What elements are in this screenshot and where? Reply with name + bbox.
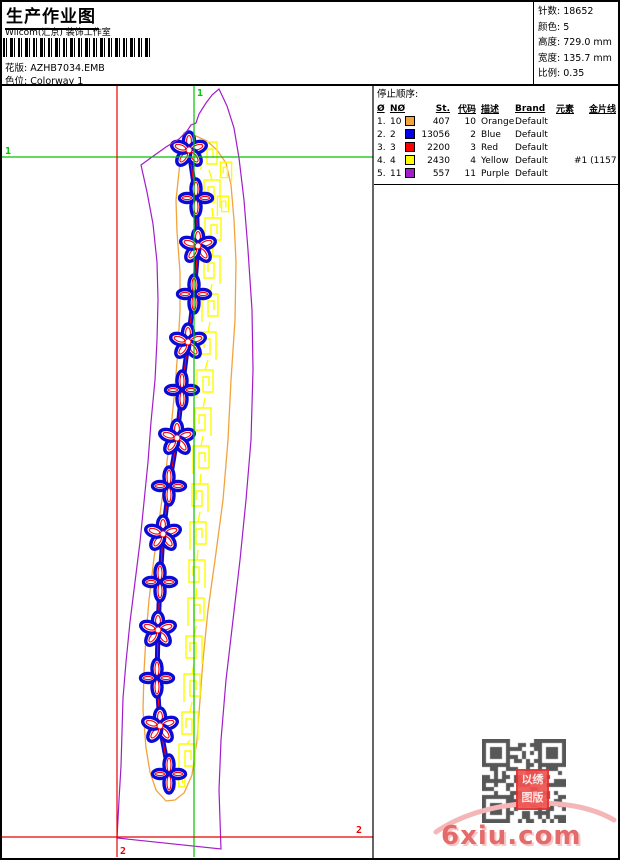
cell-desc: Orange — [481, 116, 515, 127]
cell-st: 557 — [432, 168, 450, 179]
column-header-NØ: NØ — [390, 103, 405, 114]
column-header-Brand: Brand — [515, 103, 546, 114]
start-marker-top-label: 1 — [197, 88, 203, 99]
worksheet-header: 生产作业图 Wilcom(汇京) 装饰工作室 花版: AZHB7034.EMB … — [2, 2, 618, 87]
column-header-St.: St. — [435, 103, 450, 114]
cell-n: 4 — [390, 155, 396, 166]
stop-row: 4. 4 2430 4 Yellow Default #1 (1157) — [377, 154, 618, 167]
cell-st: 2430 — [427, 155, 450, 166]
cell-brand: Default — [515, 129, 548, 140]
cell-brand: Default — [515, 142, 548, 153]
cell-desc: Yellow — [481, 155, 509, 166]
thread-color-swatch — [405, 129, 415, 140]
cell-desc: Blue — [481, 129, 501, 140]
cell-n: 11 — [390, 168, 402, 179]
cell-seq: 2. — [377, 129, 386, 140]
watermark-site: 6xiu.com — [441, 821, 582, 851]
start-marker-left-label: 1 — [5, 146, 11, 157]
cell-code: 10 — [464, 116, 476, 127]
cell-sequin: #1 (1157) — [574, 155, 616, 166]
design-canvas: 1 1 2 2 — [2, 86, 374, 858]
stat-width: 宽度: 135.7 mm — [538, 52, 612, 64]
cell-st: 13056 — [421, 129, 450, 140]
cell-color — [405, 129, 420, 140]
cell-code: 3 — [470, 142, 476, 153]
pattern-line: 花版: AZHB7034.EMB — [5, 60, 105, 74]
column-header-金片线: 金片线 — [588, 105, 616, 115]
stop-sequence-body: 1. 10 407 10 Orange Default 2. 2 13056 2 Blue Defau… — [377, 115, 618, 180]
red-stamp: 以绣 图版 — [516, 769, 549, 810]
colorway-value: Colorway 1 — [30, 76, 84, 87]
cell-code: 4 — [470, 155, 476, 166]
stamp-text-top: 以绣 — [521, 773, 544, 786]
thread-color-swatch — [405, 142, 415, 153]
stat-colors: 颜色: 5 — [538, 21, 570, 33]
stamp-text-bottom: 图版 — [521, 791, 544, 804]
column-header-代码: 代码 — [457, 105, 476, 115]
stop-row: 5. 11 557 11 Purple Default — [377, 167, 618, 180]
page-title: 生产作业图 — [5, 2, 99, 30]
stat-scale: 比例: 0.35 — [538, 68, 585, 79]
cell-code: 11 — [464, 168, 476, 179]
stop-row: 1. 10 407 10 Orange Default — [377, 115, 618, 128]
cell-code: 2 — [470, 129, 476, 140]
cell-color — [405, 142, 420, 153]
colorway-label: 色位: — [5, 76, 28, 87]
column-header-元素: 元素 — [556, 105, 574, 115]
cell-n: 2 — [390, 129, 396, 140]
stop-row: 3. 3 2200 3 Red Default — [377, 141, 618, 154]
cell-color — [405, 116, 420, 127]
thread-color-swatch — [405, 168, 415, 179]
cell-n: 10 — [390, 116, 402, 127]
column-header-Ø: Ø — [377, 103, 385, 114]
cell-seq: 4. — [377, 155, 386, 166]
end-marker-bottom-label: 2 — [120, 846, 126, 857]
end-marker-right-label: 2 — [356, 825, 362, 836]
thread-color-swatch — [405, 155, 415, 166]
cell-brand: Default — [515, 155, 548, 166]
column-header-描述: 描述 — [481, 105, 500, 115]
thread-color-swatch — [405, 116, 415, 127]
cell-color — [405, 155, 420, 166]
cell-seq: 5. — [377, 168, 386, 179]
cell-brand: Default — [515, 116, 548, 127]
cell-desc: Purple — [481, 168, 510, 179]
studio-name: Wilcom(汇京) 装饰工作室 — [5, 28, 111, 38]
cell-desc: Red — [481, 142, 499, 153]
cell-brand: Default — [515, 168, 548, 179]
pattern-value: AZHB7034.EMB — [30, 63, 105, 74]
stat-height: 高度: 729.0 mm — [538, 37, 612, 48]
stop-sequence-table: 停止顺序: Ø NØ St. 代码 描述 Brand 元素 金片线 1. 10 407 10 Oran… — [374, 88, 618, 185]
stop-sequence-title: 停止顺序: — [377, 89, 419, 100]
pattern-label: 花版: — [5, 63, 28, 74]
cell-seq: 3. — [377, 142, 386, 153]
cell-n: 3 — [390, 142, 396, 153]
cell-st: 407 — [432, 116, 450, 127]
design-stats: 针数: 18652 颜色: 5 高度: 729.0 mm 宽度: 135.7 mm 比例… — [533, 2, 618, 86]
stat-stitches: 针数: 18652 — [538, 6, 594, 17]
cell-seq: 1. — [377, 116, 386, 127]
stop-row: 2. 2 13056 2 Blue Default — [377, 128, 618, 141]
cell-color — [405, 168, 420, 179]
barcode — [3, 38, 150, 57]
cell-st: 2200 — [427, 142, 450, 153]
colorway-line: 色位: Colorway 1 — [5, 73, 83, 87]
stop-sequence-header: Ø NØ St. 代码 描述 Brand 元素 金片线 — [377, 102, 618, 116]
